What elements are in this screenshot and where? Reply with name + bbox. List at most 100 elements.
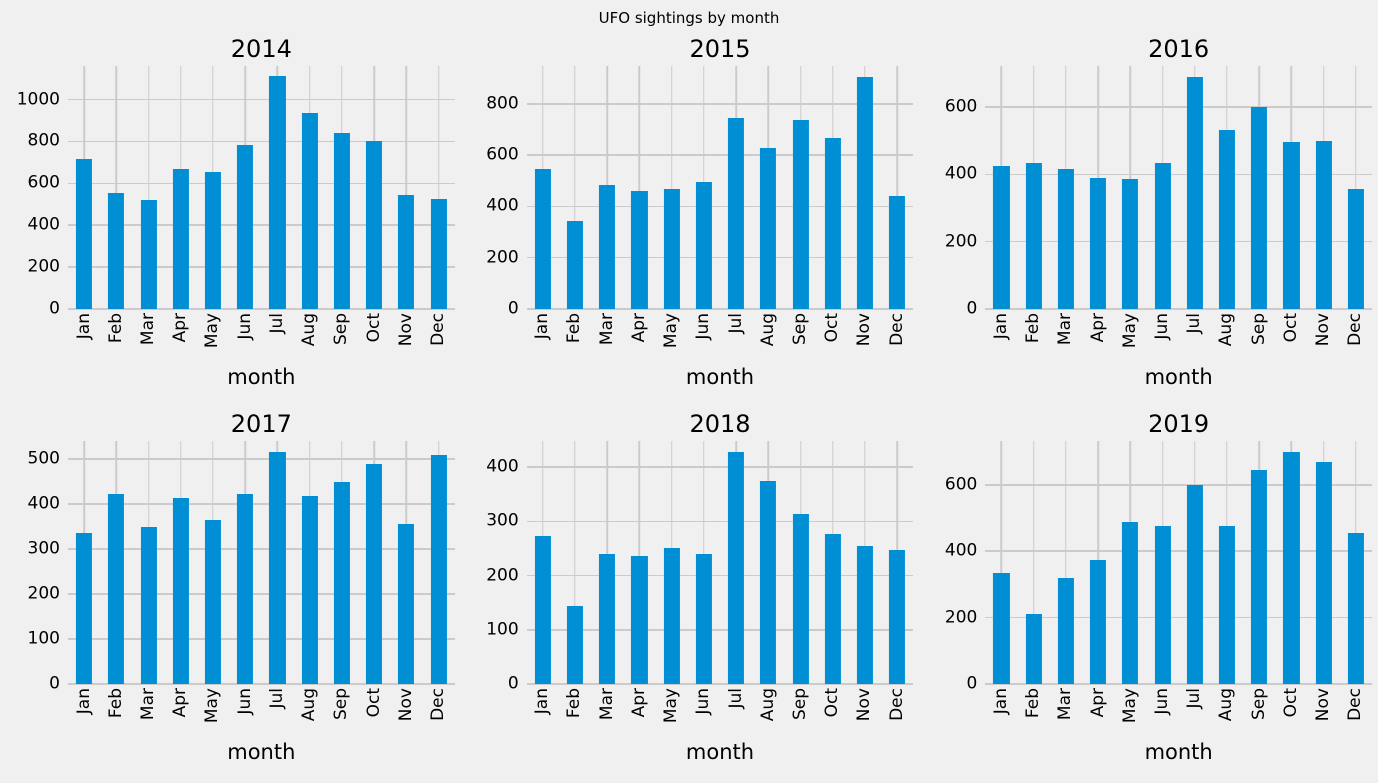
- bar-Jun: [1154, 525, 1171, 684]
- y-tick-label: 200: [27, 256, 60, 277]
- x-tick-label-Jul: Jul: [720, 313, 752, 365]
- x-tick-label-May: May: [197, 688, 229, 740]
- gridline: [68, 224, 455, 226]
- subplot-title: 2019: [1148, 410, 1210, 438]
- bar-Mar: [140, 200, 157, 309]
- gridline: [638, 66, 641, 309]
- x-tick-label-text: Mar: [138, 313, 159, 346]
- gridline: [115, 66, 118, 309]
- y-tick-label: 200: [27, 583, 60, 604]
- axis-label-month: month: [227, 740, 296, 764]
- y-tick-label: 100: [27, 628, 60, 649]
- gridline: [437, 66, 440, 309]
- chart-2019: 2019 0 200 400 600 Jan Feb Mar Apr May Jun Jul Aug Se…: [923, 407, 1372, 764]
- y-tick-label: 300: [486, 510, 519, 531]
- plot-row: 0 100 200 300 400 Jan Feb Mar Apr May Jun Jul Aug Sep…: [465, 441, 914, 764]
- x-tick-label-text: Oct: [822, 688, 843, 718]
- bar-Apr: [631, 556, 648, 684]
- x-tick-label-text: Aug: [1216, 688, 1237, 722]
- x-tick-label-text: Jan: [990, 688, 1011, 715]
- x-tick-labels: Jan Feb Mar Apr May Jun Jul Aug Sep Oct Nov Dec: [68, 313, 455, 365]
- axis-label-month: month: [227, 365, 296, 389]
- x-tick-label-Dec: Dec: [881, 313, 913, 365]
- y-tick-label: 400: [27, 214, 60, 235]
- x-tick-label-text: Mar: [138, 688, 159, 721]
- axis-label-month: month: [685, 365, 755, 389]
- bar-Jun: [695, 182, 712, 309]
- bar-Jul: [1186, 76, 1203, 309]
- bar-Feb: [1025, 614, 1042, 684]
- bar-Dec: [1347, 188, 1364, 309]
- x-tick-label-text: May: [202, 313, 223, 349]
- x-tick-label-text: Apr: [1087, 688, 1108, 718]
- bar-Aug: [1218, 129, 1236, 309]
- gridline: [985, 616, 1372, 619]
- bar-Aug: [760, 147, 777, 309]
- x-tick-label-text: Aug: [757, 313, 778, 347]
- bar-May: [663, 548, 680, 684]
- x-tick-label-text: Sep: [331, 688, 352, 721]
- x-tick-label-text: Dec: [1345, 688, 1366, 721]
- x-tick-label-Apr: Apr: [1082, 313, 1114, 365]
- x-tick-label-Jan: Jan: [527, 688, 559, 740]
- gridline: [68, 182, 455, 185]
- bar-Nov: [398, 524, 415, 684]
- x-tick-label-Oct: Oct: [358, 688, 390, 740]
- bar-Apr: [1090, 559, 1107, 684]
- x-tick-label-Oct: Oct: [358, 313, 390, 365]
- x-tick-label-text: Aug: [299, 313, 320, 347]
- y-tick-label: 200: [944, 607, 978, 628]
- y-tick-label: 200: [486, 565, 519, 586]
- x-tick-label-Jun: Jun: [688, 313, 720, 365]
- bar-Aug: [301, 113, 318, 309]
- bar-May: [1122, 179, 1139, 309]
- x-tick-label-Nov: Nov: [849, 688, 881, 740]
- gridline: [526, 466, 914, 468]
- x-tick-label-Apr: Apr: [165, 313, 197, 365]
- x-tick-label-text: Nov: [854, 313, 875, 347]
- gridline: [574, 66, 576, 309]
- x-tick-label-May: May: [656, 313, 688, 365]
- bar-Aug: [301, 496, 318, 684]
- subplot-title: 2016: [1148, 35, 1210, 63]
- x-tick-label-Oct: Oct: [1275, 688, 1307, 740]
- gridline: [68, 98, 455, 101]
- bar-Jul: [728, 118, 745, 309]
- gridline: [1000, 441, 1003, 684]
- bar-Nov: [1315, 140, 1332, 309]
- x-tick-label-text: Aug: [1216, 313, 1237, 347]
- gridline: [526, 629, 914, 631]
- y-tick-label: 600: [944, 474, 978, 495]
- bar-Mar: [599, 184, 616, 309]
- x-tick-label-text: Feb: [564, 688, 585, 719]
- x-tick-label-text: Mar: [1055, 313, 1076, 346]
- gridline: [1355, 66, 1357, 309]
- axis-label-month: month: [1144, 365, 1213, 389]
- x-tick-label-text: Oct: [1280, 688, 1301, 718]
- bar-Sep: [333, 481, 350, 684]
- x-tick-label-Jan: Jan: [68, 313, 100, 365]
- gridline: [526, 205, 914, 208]
- x-tick-label-text: Jun: [1152, 313, 1173, 340]
- x-tick-label-Mar: Mar: [591, 313, 623, 365]
- x-tick-label-Jun: Jun: [1146, 313, 1178, 365]
- bar-May: [663, 189, 680, 309]
- gridline: [526, 308, 914, 310]
- x-tick-label-Jul: Jul: [1179, 688, 1211, 740]
- bar-Sep: [1251, 469, 1268, 684]
- bar-Dec: [430, 455, 447, 684]
- gridline: [526, 256, 914, 259]
- subplot-title: 2015: [689, 35, 751, 63]
- gridline: [68, 266, 455, 268]
- x-tick-labels: Jan Feb Mar Apr May Jun Jul Aug Sep Oct Nov Dec: [68, 688, 455, 740]
- bar-Dec: [1347, 532, 1364, 684]
- plot-col: Jan Feb Mar Apr May Jun Jul Aug Sep Oct Nov Dec mont…: [526, 66, 914, 389]
- x-tick-label-Feb: Feb: [559, 688, 591, 740]
- bar-Oct: [824, 534, 841, 684]
- bar-May: [1122, 522, 1139, 684]
- subplot-title: 2018: [689, 410, 751, 438]
- gridline: [985, 173, 1372, 176]
- bar-Nov: [856, 546, 874, 684]
- y-axis: 0 200 400 600: [923, 441, 985, 692]
- bar-Apr: [172, 168, 189, 309]
